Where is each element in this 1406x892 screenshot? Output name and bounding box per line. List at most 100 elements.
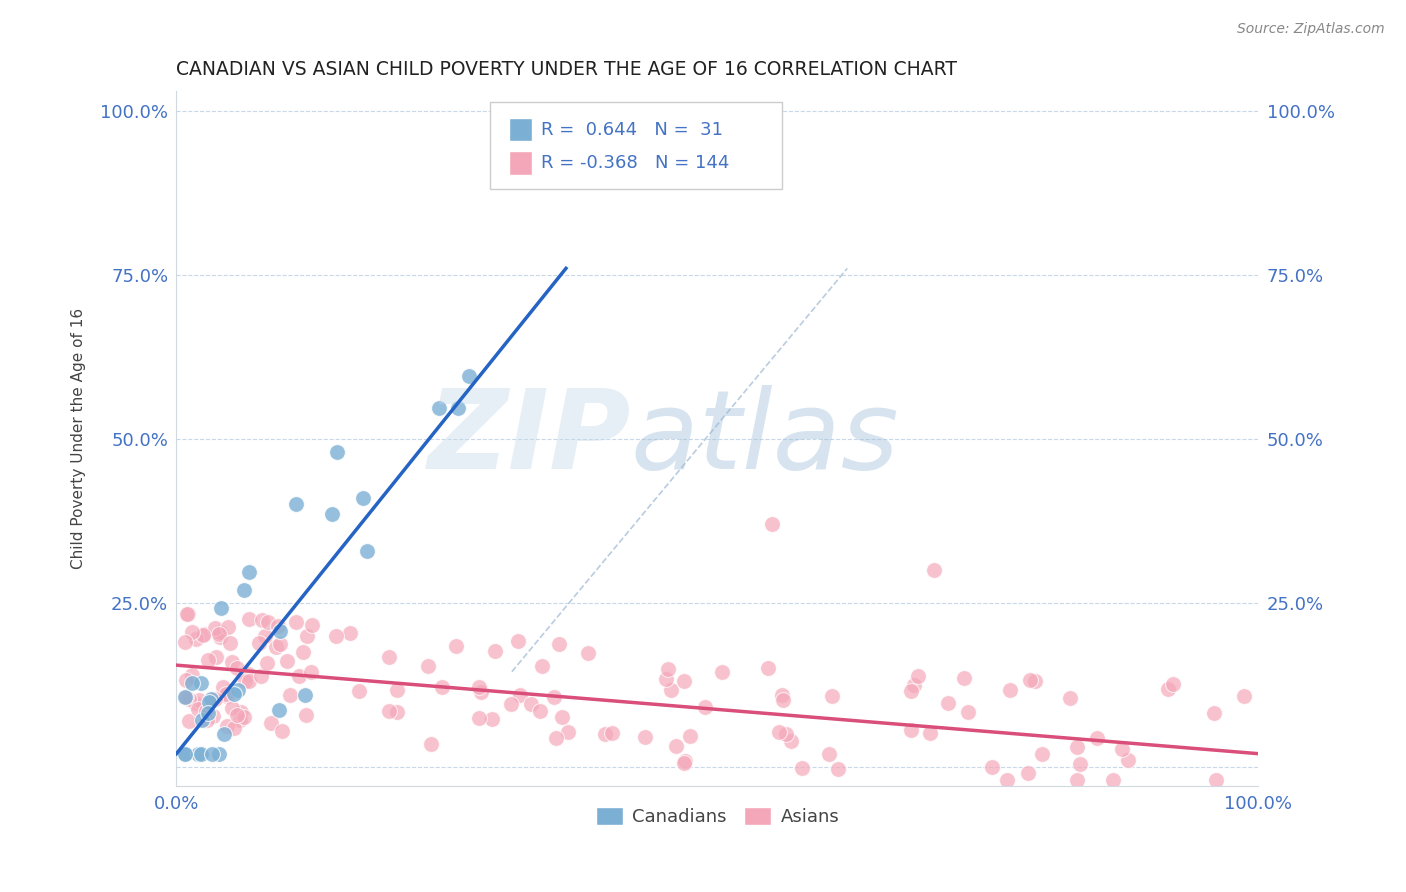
Point: [208, 624, 231, 639]
Point: [188, 692, 211, 706]
Point: [1101, 772, 1123, 787]
Point: [176, 607, 198, 621]
Point: [209, 600, 232, 615]
Point: [229, 706, 252, 720]
Point: [995, 772, 1018, 787]
Bar: [509, 151, 533, 175]
FancyBboxPatch shape: [491, 102, 782, 188]
Point: [214, 687, 236, 701]
Point: [221, 655, 243, 669]
Point: [266, 640, 288, 654]
Point: [427, 401, 450, 415]
Point: [920, 726, 942, 740]
Point: [190, 747, 212, 761]
Point: [903, 678, 925, 692]
Point: [176, 607, 198, 621]
Point: [221, 701, 243, 715]
Point: [481, 713, 503, 727]
Point: [174, 747, 197, 761]
Point: [356, 544, 378, 558]
Point: [1019, 673, 1042, 687]
Point: [295, 629, 318, 643]
Point: [217, 620, 239, 634]
Point: [184, 632, 207, 646]
Point: [250, 669, 273, 683]
Point: [444, 639, 467, 653]
Point: [900, 684, 922, 698]
Point: [1066, 772, 1088, 787]
Point: [430, 680, 453, 694]
Point: [655, 673, 678, 687]
Point: [347, 684, 370, 698]
Point: [224, 721, 246, 735]
Point: [271, 723, 294, 738]
Point: [457, 369, 479, 384]
Point: [678, 729, 700, 743]
Point: [600, 725, 623, 739]
Point: [325, 445, 347, 459]
Point: [1017, 766, 1039, 780]
Point: [193, 626, 215, 640]
Point: [226, 707, 249, 722]
Point: [936, 696, 959, 710]
Point: [508, 634, 530, 648]
Point: [208, 631, 231, 645]
Point: [922, 563, 945, 577]
Point: [222, 687, 245, 701]
Point: [173, 634, 195, 648]
Point: [1111, 741, 1133, 756]
Point: [205, 649, 228, 664]
Point: [325, 629, 347, 643]
Point: [1059, 691, 1081, 706]
Point: [1163, 677, 1185, 691]
Text: CANADIAN VS ASIAN CHILD POVERTY UNDER THE AGE OF 16 CORRELATION CHART: CANADIAN VS ASIAN CHILD POVERTY UNDER TH…: [177, 60, 957, 78]
Point: [174, 673, 197, 687]
Point: [299, 665, 322, 679]
Point: [180, 668, 202, 682]
Point: [226, 661, 249, 675]
Point: [292, 645, 315, 659]
Point: [378, 650, 401, 665]
Point: [201, 708, 224, 723]
Point: [468, 680, 491, 694]
Point: [543, 690, 565, 704]
Text: atlas: atlas: [631, 385, 900, 492]
Point: [953, 672, 976, 686]
Point: [238, 674, 260, 689]
Text: ZIP: ZIP: [427, 385, 631, 492]
Point: [900, 723, 922, 738]
Point: [378, 704, 401, 718]
Point: [520, 697, 543, 711]
Point: [529, 704, 551, 718]
Point: [191, 628, 214, 642]
Text: R =  0.644   N =  31: R = 0.644 N = 31: [541, 120, 723, 138]
Point: [253, 629, 276, 643]
Point: [501, 697, 523, 711]
Y-axis label: Child Poverty Under the Age of 16: Child Poverty Under the Age of 16: [72, 309, 86, 569]
Point: [385, 682, 408, 697]
Point: [820, 689, 842, 703]
Point: [260, 715, 283, 730]
Point: [278, 688, 301, 702]
Point: [195, 714, 218, 728]
Point: [673, 756, 696, 770]
Point: [385, 705, 408, 719]
Point: [827, 762, 849, 776]
Point: [204, 691, 226, 706]
Point: [301, 618, 323, 632]
Point: [267, 703, 290, 717]
Point: [295, 708, 318, 723]
Point: [484, 644, 506, 658]
Point: [247, 635, 270, 649]
Point: [447, 401, 470, 416]
Point: [236, 667, 259, 681]
Point: [233, 673, 256, 688]
Point: [200, 691, 222, 706]
Text: Source: ZipAtlas.com: Source: ZipAtlas.com: [1237, 22, 1385, 37]
Point: [174, 690, 197, 705]
Point: [267, 619, 290, 633]
Point: [294, 689, 316, 703]
Point: [468, 711, 491, 725]
Point: [173, 690, 195, 704]
Point: [276, 654, 298, 668]
